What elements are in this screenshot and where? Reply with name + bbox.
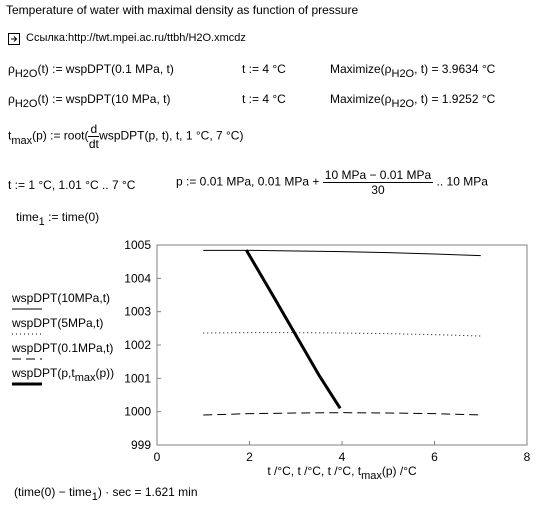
y-tick-label: 999 <box>131 438 151 452</box>
numerator: d <box>88 122 100 137</box>
expression: (time(0) − time <box>14 485 92 499</box>
symbol: ρ <box>8 62 15 76</box>
equation: tmax(p) := root(d dt wspDPT(p, t), t, 1 °C… <box>8 122 243 151</box>
symbol: t <box>8 128 12 143</box>
expression: p := 0.01 MPa, 0.01 MPa + <box>176 174 320 189</box>
x-tick-label: 8 <box>524 450 531 464</box>
symbol: ρ <box>384 92 392 106</box>
assignment: t := 4 °C <box>242 92 286 106</box>
range: t := 1 °C, 1.01 °C .. 7 °C <box>8 178 136 192</box>
subscript: H2O <box>391 68 415 80</box>
equation: (time(0) − time1) · sec = 1.621 min <box>14 485 198 503</box>
expression: (t) := wspDPT(0.1 MPa, t) <box>37 62 174 76</box>
expression: Maximize( <box>330 62 385 76</box>
expression: ) · sec = 1.621 min <box>97 485 198 499</box>
legend-subscript: max <box>75 372 96 384</box>
expression: (p) := root( <box>32 128 89 143</box>
y-tick-label: 1003 <box>124 305 151 319</box>
legend-label: wspDPT(0.1MPa,t) <box>11 341 113 355</box>
x-tick-label: 6 <box>431 450 438 464</box>
subscript: H2O <box>391 98 415 110</box>
data-line <box>203 332 481 337</box>
y-tick-label: 1001 <box>124 371 151 385</box>
numerator: 10 MPa − 0.01 MPa <box>322 168 434 183</box>
title: Temperature of water with maximal densit… <box>6 3 359 17</box>
data-line <box>203 249 481 257</box>
equation: ρH2O(t) := wspDPT(0.1 MPa, t) <box>8 62 174 80</box>
expression: , t) = 3.9634 °C <box>414 62 496 76</box>
subscript: H2O <box>14 68 38 80</box>
y-tick-label: 1000 <box>124 405 151 419</box>
x-tick-label: 4 <box>339 450 346 464</box>
expression: wspDPT(p, t), t, 1 °C, 7 °C) <box>99 128 244 143</box>
symbol: ρ <box>8 92 15 106</box>
assignment: t := 4 °C <box>242 62 286 76</box>
derivative: d dt <box>88 122 100 151</box>
equation: time1 := time(0) <box>16 210 100 228</box>
expression: , t) = 1.9252 °C <box>414 92 496 106</box>
expression: .. 10 MPa <box>436 174 488 189</box>
range: p := 0.01 MPa, 0.01 MPa + 10 MPa − 0.01 … <box>176 168 488 197</box>
x-axis-label: t /°C, t /°C, t /°C, tmax(p) /°C <box>267 464 417 480</box>
x-tick-label: 0 <box>154 450 161 464</box>
expression: (t) := wspDPT(10 MPa, t) <box>37 92 171 106</box>
subscript: H2O <box>14 98 38 110</box>
legend-label: wspDPT(10MPa,t) <box>11 291 110 305</box>
legend-label: wspDPT(p,tmax(p)) <box>11 366 114 384</box>
link-icon[interactable] <box>8 33 20 45</box>
y-tick-label: 1004 <box>124 271 151 285</box>
y-tick-label: 1005 <box>124 238 151 252</box>
x-tick-label: 2 <box>246 450 253 464</box>
expression: := time(0) <box>44 210 100 224</box>
expression: Maximize( <box>330 92 385 106</box>
symbol: time <box>16 210 39 224</box>
data-line <box>244 249 342 410</box>
subscript: 1 <box>91 491 98 503</box>
axis-text: (p) /°C <box>382 464 417 478</box>
legend-text: (p)) <box>95 366 114 380</box>
denominator: 30 <box>371 183 385 197</box>
y-tick-label: 1002 <box>124 338 151 352</box>
equation: ρH2O(t) := wspDPT(10 MPa, t) <box>8 92 171 110</box>
subscript: max <box>11 134 33 147</box>
denominator: dt <box>88 137 99 151</box>
fraction: 10 MPa − 0.01 MPa 30 <box>322 168 434 197</box>
legend-text: wspDPT(5MPa,t) <box>11 316 103 330</box>
axis-text: t /°C, t /°C, t /°C, t <box>267 464 361 478</box>
link[interactable]: Ссылка:http://twt.mpei.ac.ru/ttbh/H2O.xm… <box>26 32 246 44</box>
result: Maximize(ρH2O, t) = 3.9634 °C <box>330 62 496 80</box>
result: Maximize(ρH2O, t) = 1.9252 °C <box>330 92 496 110</box>
symbol: ρ <box>384 62 392 76</box>
legend-label: wspDPT(5MPa,t) <box>11 316 103 330</box>
legend-text: wspDPT(p,t <box>11 366 75 380</box>
axis-subscript: max <box>361 470 382 480</box>
data-line <box>203 412 481 416</box>
legend-text: wspDPT(0.1MPa,t) <box>11 341 113 355</box>
chart: 999 1000 1001 1002 1003 1004 1005 0 2 4 6 8 wspDPT(1… <box>11 238 531 480</box>
subscript: 1 <box>38 216 45 228</box>
legend-text: wspDPT(10MPa,t) <box>11 291 110 305</box>
